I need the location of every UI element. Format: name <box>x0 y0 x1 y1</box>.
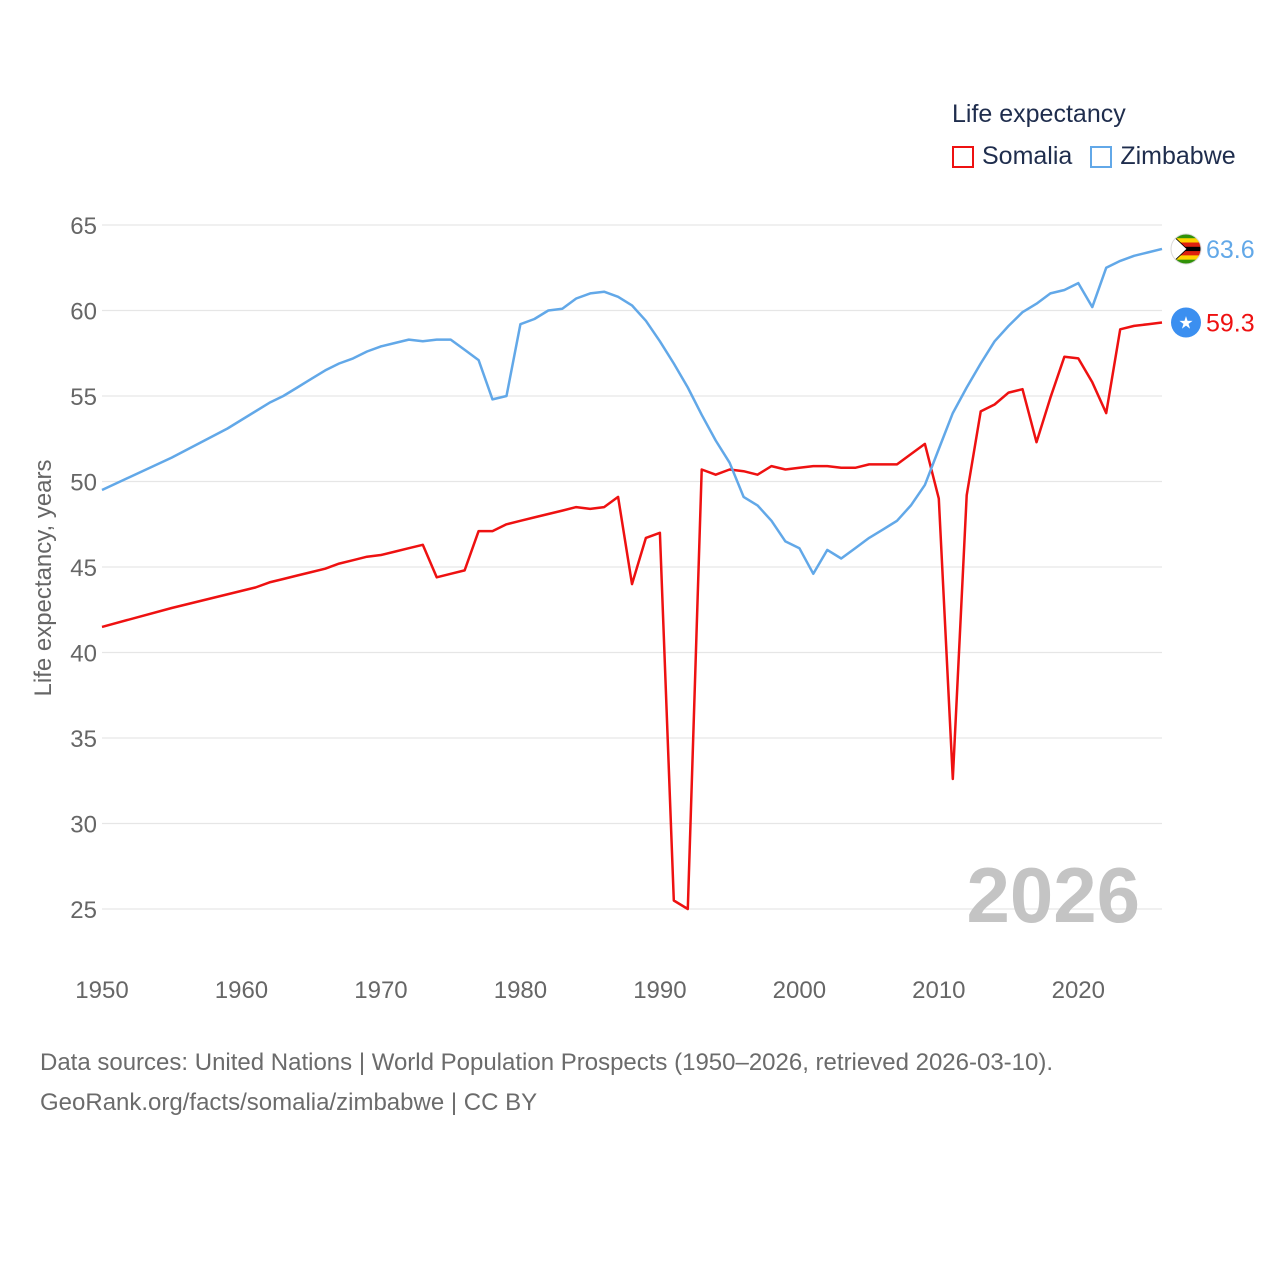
zimbabwe-flag-stripe <box>1171 238 1201 244</box>
x-tick-label-1970: 1970 <box>354 977 407 1004</box>
legend-item-somalia[interactable]: Somalia <box>952 142 1072 171</box>
y-tick-label-25: 25 <box>70 897 97 924</box>
y-tick-label-50: 50 <box>70 470 97 497</box>
footer: Data sources: United Nations | World Pop… <box>40 1043 1053 1123</box>
zimbabwe-flag-stripe <box>1171 251 1201 256</box>
legend-title: Life expectancy <box>952 100 1126 128</box>
somalia-flag-icon <box>1171 307 1201 338</box>
y-tick-label-45: 45 <box>70 555 97 582</box>
legend: Somalia Zimbabwe <box>952 142 1254 171</box>
zimbabwe-flag-border <box>1170 233 1202 265</box>
x-tick-label-2010: 2010 <box>912 977 965 1004</box>
attribution-link[interactable]: GeoRank.org/facts/somalia/zimbabwe | CC … <box>40 1089 538 1116</box>
series-end-markers: ★ 59.3 63.6 <box>1170 233 1255 338</box>
y-tick-label-60: 60 <box>70 299 97 326</box>
y-tick-label-65: 65 <box>70 213 97 240</box>
x-tick-label-1960: 1960 <box>215 977 268 1004</box>
x-axis-ticks: 1950 1960 1970 1980 1990 2000 2010 2020 <box>75 977 1105 1004</box>
legend-label-zimbabwe: Zimbabwe <box>1120 142 1236 170</box>
x-tick-label-1950: 1950 <box>75 977 128 1004</box>
legend-label-somalia: Somalia <box>982 142 1073 170</box>
legend-swatch-somalia <box>952 145 974 168</box>
zimbabwe-flag-stripe <box>1171 233 1201 239</box>
x-tick-label-2000: 2000 <box>773 977 826 1004</box>
zimbabwe-flag-triangle <box>1171 233 1188 264</box>
year-watermark: 2026 <box>966 851 1140 939</box>
y-axis-ticks: 25 30 35 40 45 50 55 60 65 <box>70 213 97 924</box>
x-tick-label-1980: 1980 <box>494 977 547 1004</box>
end-value-label-zimbabwe: 63.6 <box>1206 236 1255 264</box>
zimbabwe-flag-stripe <box>1171 255 1201 261</box>
end-value-label-somalia: 59.3 <box>1206 309 1255 337</box>
somalia-flag-star: ★ <box>1178 313 1193 333</box>
x-tick-label-2020: 2020 <box>1052 977 1105 1004</box>
series-line-somalia <box>101 321 1163 911</box>
y-tick-label-30: 30 <box>70 812 97 839</box>
y-tick-label-55: 55 <box>70 384 97 411</box>
grid-lines <box>102 224 1162 910</box>
zimbabwe-flag-stripe <box>1171 259 1201 264</box>
series-lines <box>101 247 1163 911</box>
y-axis-label: Life expectancy, years <box>30 459 57 697</box>
zimbabwe-flag-icon <box>1170 233 1202 265</box>
data-sources-text: Data sources: United Nations | World Pop… <box>40 1049 1054 1076</box>
zimbabwe-flag-stripes <box>1171 233 1201 264</box>
series-line-zimbabwe <box>101 247 1163 576</box>
x-tick-label-1990: 1990 <box>633 977 686 1004</box>
legend-item-zimbabwe[interactable]: Zimbabwe <box>1090 142 1236 171</box>
y-tick-label-40: 40 <box>70 641 97 668</box>
y-tick-label-35: 35 <box>70 726 97 753</box>
legend-swatch-zimbabwe <box>1090 145 1113 168</box>
zimbabwe-flag-stripe <box>1171 242 1201 248</box>
